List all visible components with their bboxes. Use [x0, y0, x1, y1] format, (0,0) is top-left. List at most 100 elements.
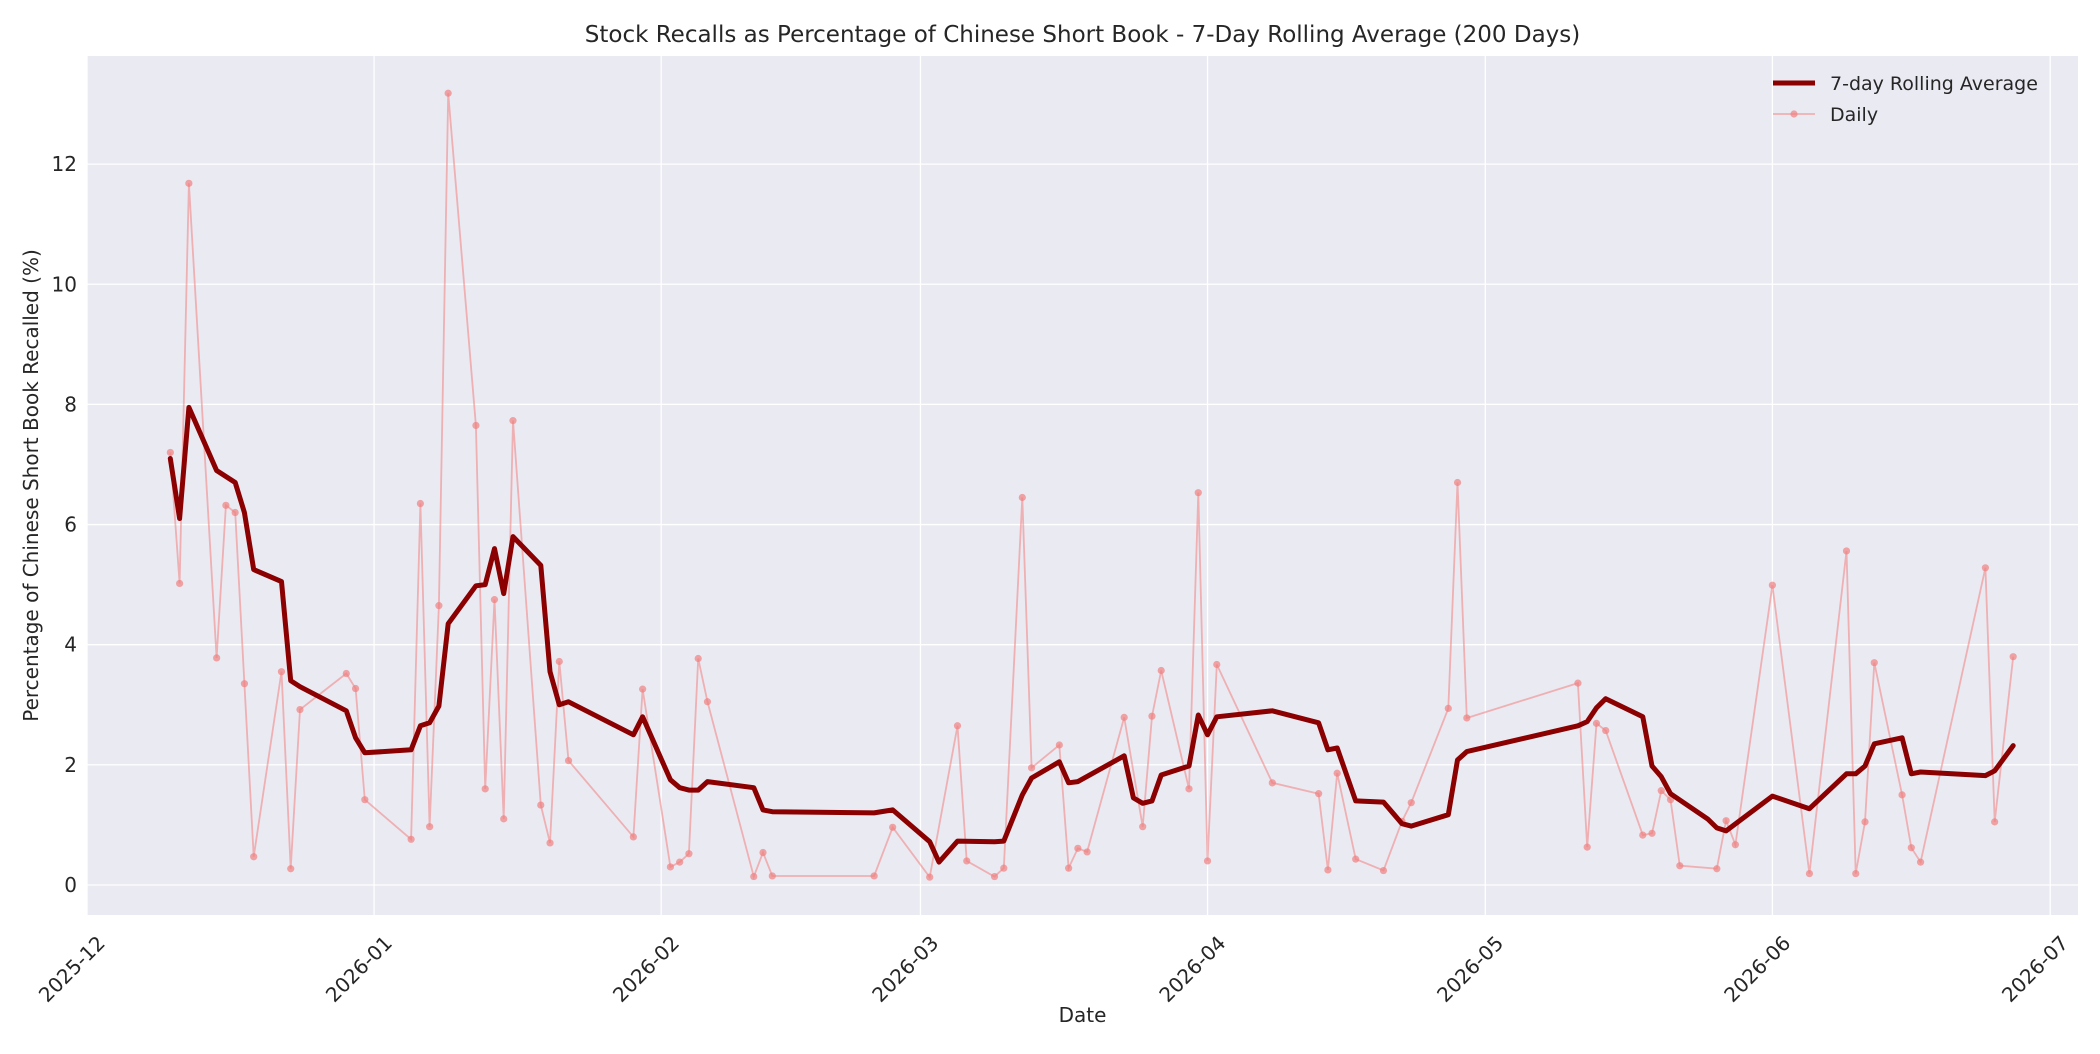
- daily-point: [759, 848, 767, 857]
- daily-point: [287, 865, 295, 873]
- y-tick-label: 12: [52, 152, 77, 176]
- daily-point: [1583, 843, 1591, 851]
- daily-point: [490, 596, 499, 604]
- daily-point: [1083, 848, 1091, 856]
- chart-title: Stock Recalls as Percentage of Chinese S…: [585, 22, 1581, 48]
- y-tick-label: 4: [64, 633, 77, 657]
- daily-point: [1676, 862, 1684, 870]
- daily-point: [472, 421, 480, 430]
- daily-point: [509, 417, 517, 425]
- daily-point: [1379, 866, 1388, 875]
- daily-point: [870, 872, 878, 880]
- daily-point: [1268, 779, 1276, 787]
- daily-point: [1065, 864, 1073, 872]
- daily-point: [1055, 741, 1063, 749]
- daily-point: [768, 872, 776, 880]
- daily-point: [629, 833, 637, 841]
- x-tick-label: 2026-02: [608, 931, 684, 1007]
- daily-point: [1139, 823, 1147, 831]
- daily-point: [1722, 817, 1730, 825]
- daily-point: [666, 863, 675, 871]
- legend: 7-day Rolling Average Daily: [1773, 73, 2038, 126]
- daily-point: [1861, 818, 1869, 826]
- y-tick-label: 8: [64, 392, 77, 416]
- daily-point: [296, 705, 304, 714]
- daily-point: [1852, 869, 1860, 878]
- daily-point: [1444, 704, 1452, 712]
- x-tick-label: 2026-01: [321, 931, 397, 1007]
- daily-point: [1453, 478, 1462, 487]
- y-tick-label: 6: [64, 513, 77, 537]
- grid-lines: [86, 56, 2078, 915]
- legend-label-daily: Daily: [1830, 104, 1878, 126]
- daily-point: [750, 872, 758, 881]
- daily-point: [435, 602, 443, 610]
- daily-point: [639, 685, 647, 693]
- daily-point: [1324, 866, 1332, 874]
- daily-point: [555, 657, 563, 666]
- daily-point: [416, 499, 424, 508]
- daily-point: [1074, 844, 1082, 852]
- daily-point: [694, 654, 702, 663]
- daily-point: [481, 785, 489, 793]
- y-tick-label: 2: [64, 753, 77, 777]
- daily-point: [342, 669, 350, 678]
- daily-point: [231, 508, 239, 517]
- daily-point: [1018, 493, 1026, 502]
- x-tick-label: 2026-07: [1997, 931, 2073, 1007]
- daily-point: [1981, 564, 1989, 572]
- daily-point: [1870, 659, 1878, 667]
- daily-point: [1574, 679, 1582, 687]
- daily-point: [1731, 841, 1739, 849]
- daily-point: [1991, 818, 1999, 826]
- daily-point: [1148, 712, 1156, 720]
- x-tick-label: 2026-05: [1432, 931, 1508, 1007]
- daily-point: [1916, 858, 1925, 866]
- daily-point: [240, 680, 249, 688]
- daily-point: [426, 823, 434, 831]
- daily-series: [166, 89, 2017, 881]
- daily-point: [889, 823, 897, 831]
- y-tick-label: 10: [52, 272, 77, 296]
- daily-point: [1213, 660, 1221, 669]
- daily-point: [277, 668, 286, 676]
- x-tick-label: 2026-06: [1719, 931, 1795, 1007]
- daily-point: [990, 872, 999, 881]
- daily-point: [564, 757, 573, 765]
- daily-point: [1407, 799, 1415, 807]
- daily-point: [1602, 726, 1610, 735]
- daily-point: [1000, 864, 1008, 872]
- daily-point: [1194, 489, 1202, 497]
- x-tick-label: 2026-03: [867, 931, 943, 1007]
- y-tick-label: 0: [64, 873, 77, 897]
- daily-point: [1713, 865, 1721, 873]
- daily-point: [546, 839, 554, 847]
- y-axis-label: Percentage of Chinese Short Book Recalle…: [19, 249, 43, 722]
- legend-label-rolling-average: 7-day Rolling Average: [1830, 73, 2038, 95]
- daily-point: [185, 179, 193, 187]
- rolling-average-line: [167, 404, 2016, 865]
- daily-point: [1657, 787, 1665, 795]
- daily-point: [953, 722, 962, 730]
- daily-point: [1805, 869, 1814, 878]
- x-tick-label: 2025-12: [34, 931, 110, 1007]
- daily-point: [926, 873, 934, 881]
- daily-point: [407, 835, 415, 843]
- daily-point: [1120, 713, 1128, 721]
- daily-point: [176, 579, 184, 588]
- daily-point: [703, 698, 712, 706]
- daily-point: [213, 654, 221, 662]
- daily-point: [1185, 785, 1193, 793]
- daily-point: [1768, 581, 1777, 589]
- legend-marker-daily: [1790, 110, 1798, 118]
- daily-point: [1027, 764, 1036, 772]
- daily-point: [250, 853, 258, 861]
- daily-point: [1907, 844, 1915, 852]
- daily-point: [361, 796, 369, 804]
- daily-point: [500, 815, 508, 823]
- daily-point: [1203, 857, 1212, 865]
- daily-point: [676, 858, 684, 866]
- x-tick-label: 2026-04: [1154, 931, 1230, 1007]
